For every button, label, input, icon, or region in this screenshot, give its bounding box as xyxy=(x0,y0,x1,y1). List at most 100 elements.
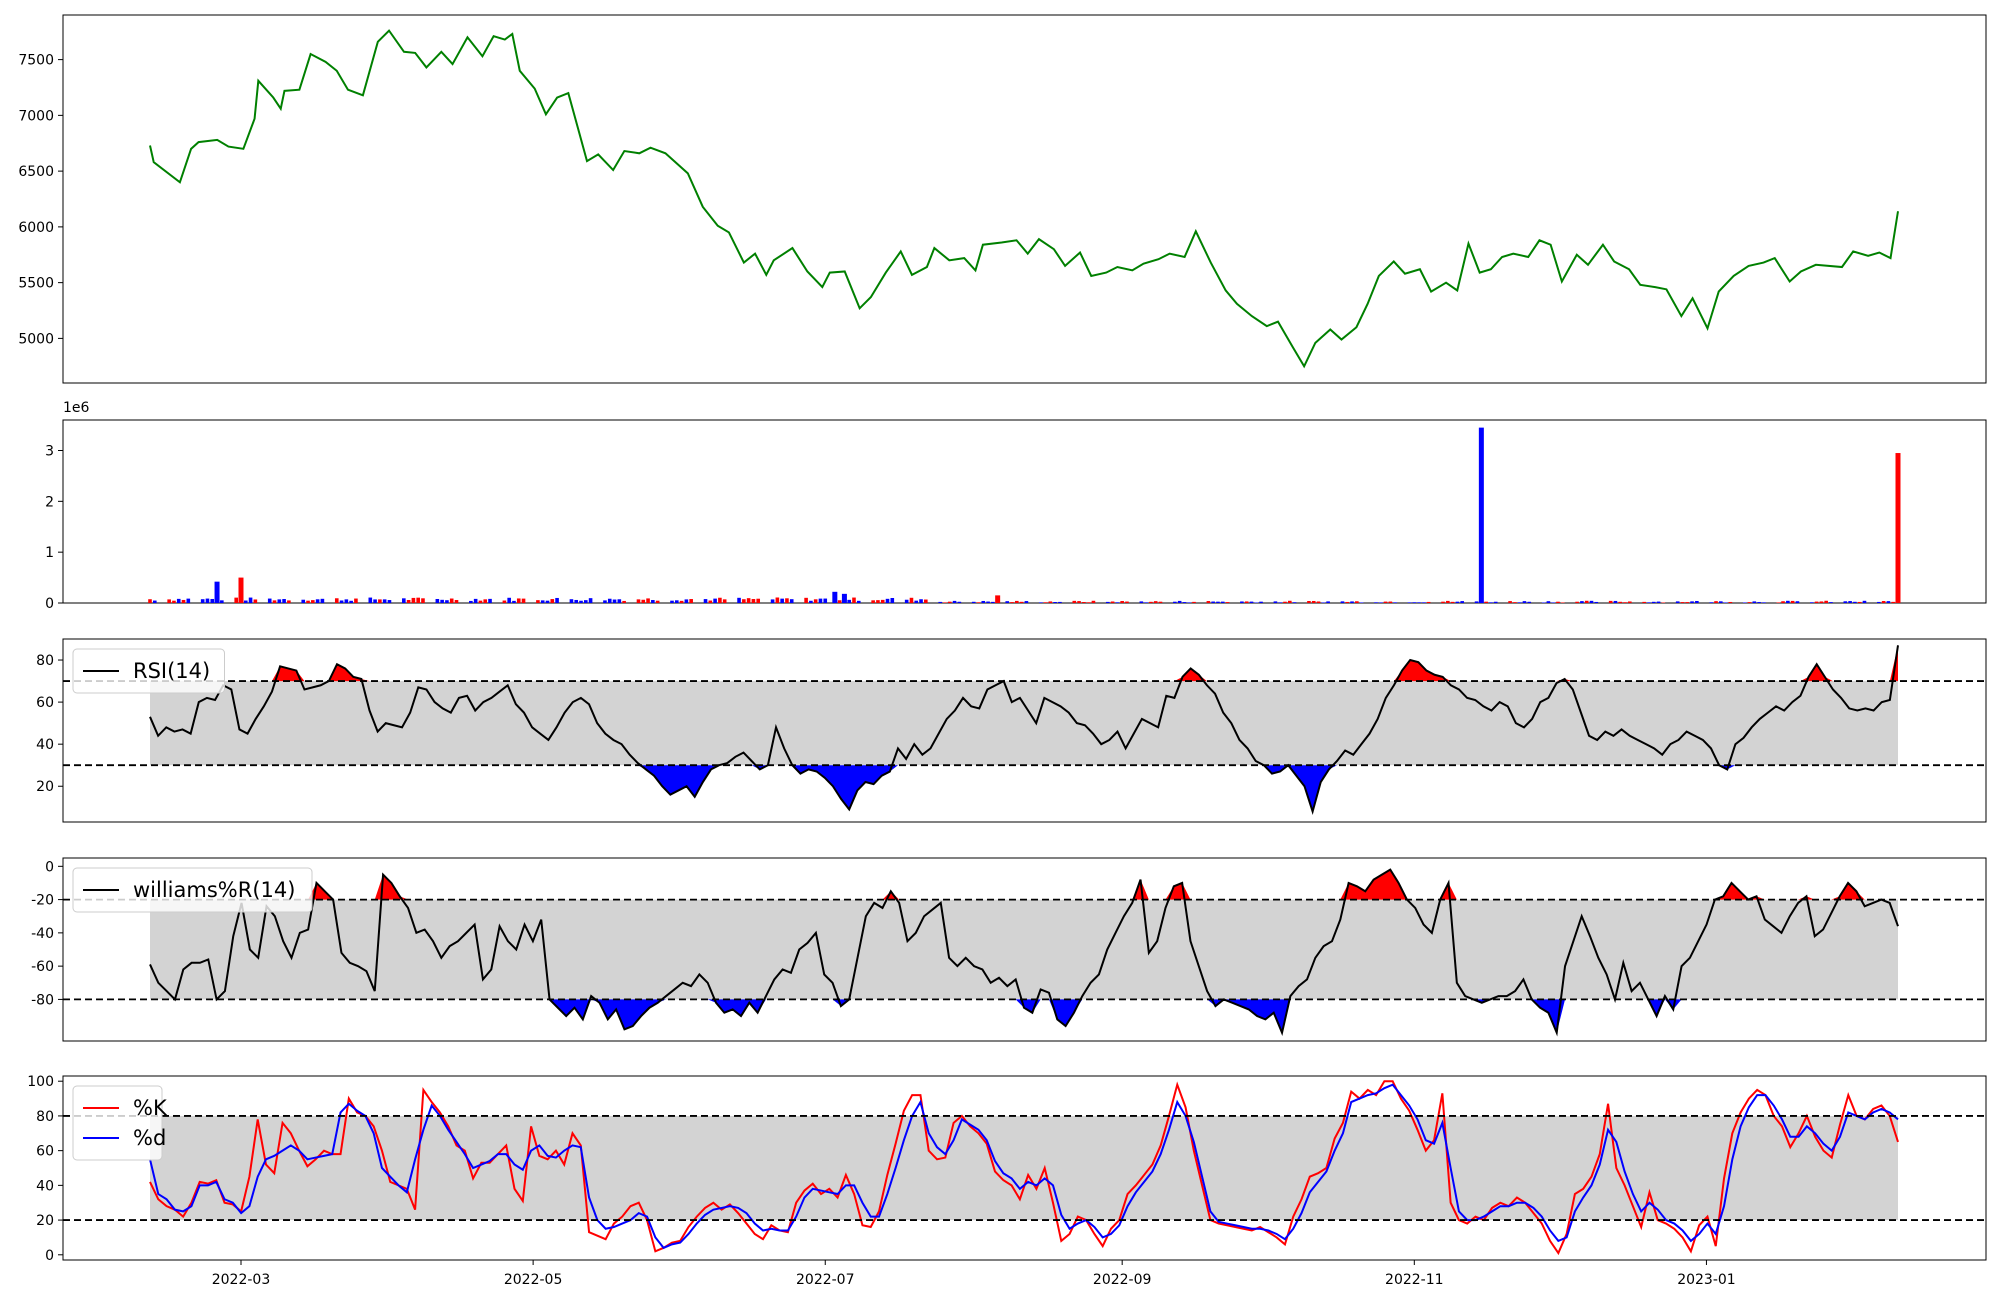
volume-bar xyxy=(1685,602,1690,603)
volume-bar xyxy=(1153,601,1158,603)
price-ytick-label: 7500 xyxy=(18,53,54,69)
volume-bar xyxy=(220,600,224,603)
volume-bar xyxy=(435,598,440,603)
volume-bar xyxy=(579,600,583,603)
volume-bar xyxy=(584,600,588,603)
stochastic-panel-ytick-label: 20 xyxy=(36,1213,54,1229)
volume-bar xyxy=(1848,601,1852,603)
x-tick-label: 2022-03 xyxy=(212,1272,271,1288)
volume-bar xyxy=(478,600,483,603)
volume-bar xyxy=(1254,602,1259,603)
volume-bar xyxy=(282,599,286,603)
volume-bar xyxy=(1350,601,1354,603)
volume-bar xyxy=(311,600,315,603)
stochastic-panel-ytick-label: 60 xyxy=(36,1144,54,1160)
volume-bar xyxy=(976,602,981,603)
volume-bar xyxy=(1450,601,1455,603)
volume-bar xyxy=(1244,601,1249,603)
volume-bar xyxy=(1584,600,1589,603)
volume-bar xyxy=(1757,602,1761,603)
rsi-panel-ytick-label: 40 xyxy=(36,737,54,753)
stochastic-panel-frame xyxy=(62,1075,1987,1261)
volume-bar xyxy=(387,600,392,603)
stochastic-panel-line-1 xyxy=(149,1083,1899,1250)
volume-bar xyxy=(1786,600,1790,603)
price-ytick-label: 5000 xyxy=(18,331,54,347)
volume-bar xyxy=(607,598,612,603)
volume-bar xyxy=(176,598,181,603)
volume-bar xyxy=(818,598,823,603)
stochastic-panel-ytick-label: 40 xyxy=(36,1178,54,1194)
volume-bar xyxy=(1086,602,1091,603)
volume-bar xyxy=(1814,601,1819,603)
volume-bar xyxy=(938,601,942,603)
williams-panel: 0 -20 -40 -60 -80 williams%R(14) xyxy=(31,857,1987,1042)
volume-bar xyxy=(378,599,382,603)
volume-bar xyxy=(847,599,851,603)
volume-bar xyxy=(1843,601,1848,603)
volume-bar xyxy=(1541,602,1546,603)
volume-bar xyxy=(1149,601,1153,603)
volume-bar xyxy=(986,601,990,603)
volume-bar xyxy=(301,599,306,603)
volume-bar xyxy=(1527,601,1532,603)
volume-bar xyxy=(1690,601,1694,603)
volume-bar xyxy=(1714,601,1718,603)
volume-bar xyxy=(306,600,310,603)
stochastic-panel-line-0 xyxy=(149,1080,1899,1256)
stochastic-panel-ytick-label: 80 xyxy=(36,1109,54,1125)
volume-bar xyxy=(813,599,818,603)
volume-spike-bar xyxy=(832,591,838,603)
price-ytick-label: 6500 xyxy=(18,164,54,180)
volume-bar xyxy=(1675,601,1680,603)
williams-panel-ytick-label: -80 xyxy=(31,992,54,1008)
volume-bar xyxy=(1340,601,1345,603)
volume-bar xyxy=(1455,601,1460,603)
volume-bar xyxy=(1249,601,1254,603)
volume-spike-bar xyxy=(1478,427,1484,603)
volume-bar xyxy=(655,600,660,603)
volume-bar xyxy=(1589,600,1594,603)
volume-bar xyxy=(737,597,741,603)
volume-bar xyxy=(1206,601,1211,603)
volume-bar xyxy=(1038,602,1043,603)
volume-bar xyxy=(1287,600,1292,603)
volume-bar xyxy=(1125,601,1129,603)
volume-bar xyxy=(952,600,957,603)
volume-bar xyxy=(904,599,909,603)
volume-bar xyxy=(1661,602,1666,603)
volume-bar xyxy=(1378,602,1383,603)
volume-bar xyxy=(181,599,186,603)
volume-bar xyxy=(1446,600,1450,603)
rsi-panel-line-0 xyxy=(149,645,1899,815)
volume-bar xyxy=(1192,601,1196,603)
volume-bar xyxy=(1144,602,1148,603)
volume-bar xyxy=(703,599,708,603)
volume-bar xyxy=(1307,600,1311,603)
rsi-panel-legend xyxy=(72,648,225,694)
volume-bar xyxy=(1077,601,1081,603)
volume-bar xyxy=(1719,601,1723,603)
volume-bar xyxy=(483,599,488,603)
volume-bar xyxy=(756,598,761,603)
volume-bar xyxy=(651,600,655,603)
volume-bar xyxy=(1877,601,1881,603)
volume-bar xyxy=(1513,602,1517,603)
volume-bar xyxy=(1651,601,1656,603)
volume-bar xyxy=(1259,601,1263,603)
volume-bar xyxy=(981,600,986,603)
volume-bar xyxy=(406,600,411,603)
volume-bar xyxy=(1316,601,1321,603)
volume-bar xyxy=(1747,602,1752,603)
volume-bar xyxy=(272,600,277,603)
volume-bar xyxy=(1019,601,1024,603)
volume-bar xyxy=(287,600,291,603)
volume-bar xyxy=(502,600,507,603)
stochastic-panel-ytick-label: 100 xyxy=(27,1074,54,1090)
volume-bar xyxy=(1594,601,1599,603)
volume-bar xyxy=(1426,601,1431,603)
volume-bar xyxy=(1881,601,1886,603)
volume-bar xyxy=(770,599,775,603)
volume-bar xyxy=(1695,600,1699,603)
